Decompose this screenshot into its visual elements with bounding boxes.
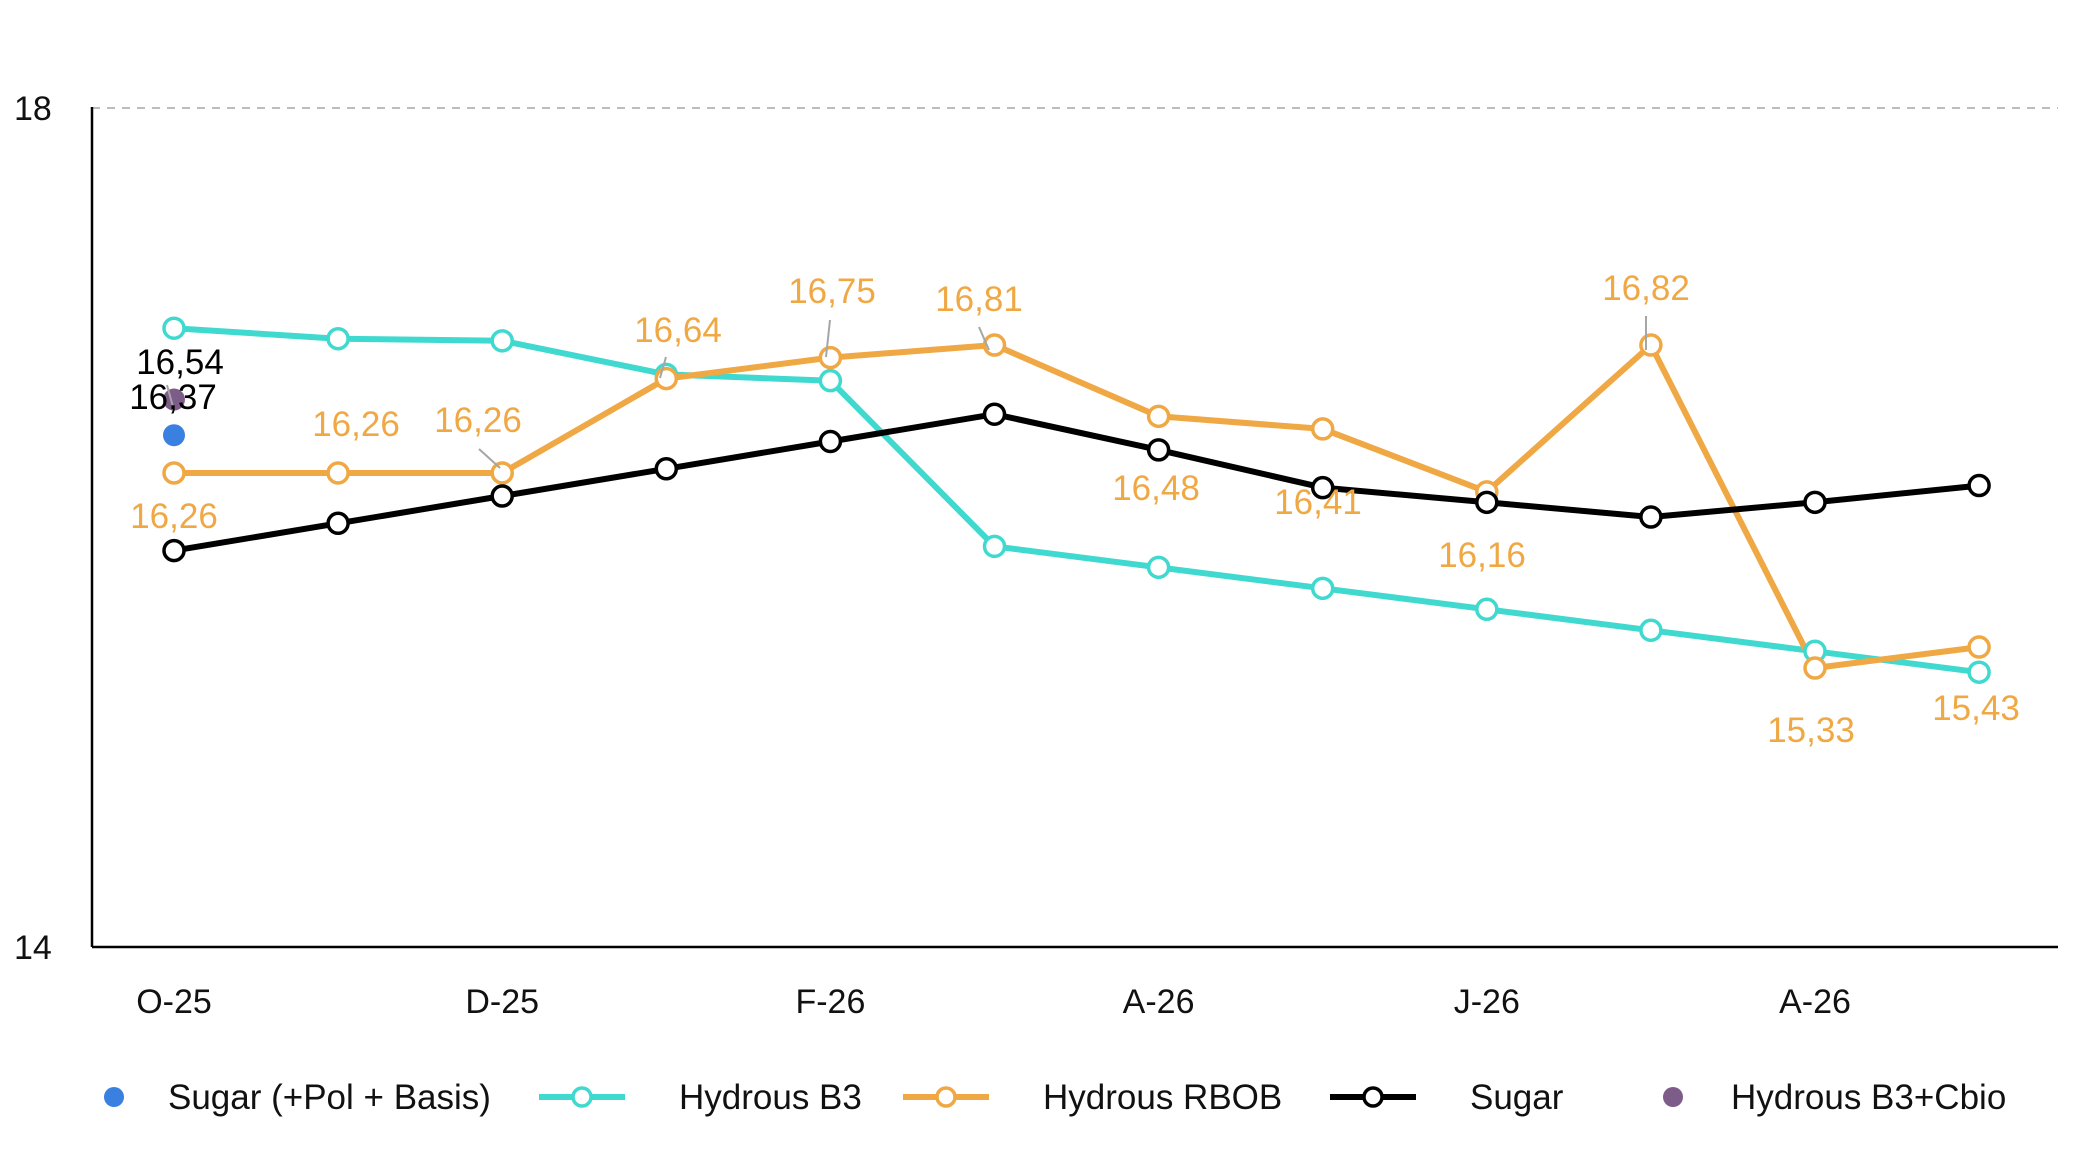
label-leader-1 bbox=[478, 448, 501, 469]
label-leader-2 bbox=[659, 356, 667, 379]
point-hydrous-rbob-3 bbox=[654, 366, 679, 391]
data-label-hydrous-rbob-0-2: 16,26 bbox=[130, 497, 218, 536]
label-leader-4 bbox=[978, 326, 990, 351]
point-hydrous-b3-5 bbox=[982, 534, 1007, 559]
point-hydrous-rbob-6 bbox=[1146, 404, 1171, 429]
point-hydrous-rbob-9 bbox=[1639, 333, 1663, 357]
data-label-hydrous-b3-cbio-0-0: 16,54 bbox=[136, 343, 224, 382]
point-hydrous-rbob-5 bbox=[982, 333, 1007, 357]
y-tick-label-14: 14 bbox=[14, 929, 52, 967]
point-sugar-4 bbox=[818, 429, 843, 454]
data-label-hydrous-rbob-6-8: 16,48 bbox=[1112, 469, 1200, 508]
series-line-sugar bbox=[171, 411, 1983, 554]
y-tick-label-18: 18 bbox=[14, 90, 52, 128]
point-hydrous-b3-1 bbox=[326, 326, 350, 351]
label-leader-3 bbox=[825, 319, 831, 358]
point-sugar-pol-basis bbox=[163, 424, 185, 447]
legend-item-hydrous-b3-cbio: Hydrous B3+Cbio bbox=[1663, 1078, 2006, 1117]
series-line-hydrous-b3 bbox=[171, 325, 1983, 676]
x-tick-label-f-26-2: F-26 bbox=[795, 983, 865, 1021]
point-sugar-2 bbox=[490, 484, 514, 508]
data-label-hydrous-rbob-11-13: 15,43 bbox=[1932, 689, 2020, 728]
legend-marker-sugar-pol-basis bbox=[104, 1087, 124, 1107]
legend-item-sugar-pol-basis: Sugar (+Pol + Basis) bbox=[104, 1078, 491, 1117]
data-label-hydrous-rbob-10-12: 15,33 bbox=[1767, 711, 1855, 750]
point-hydrous-b3-6 bbox=[1146, 555, 1171, 580]
series-lines bbox=[171, 325, 1983, 676]
x-tick-label-d-25-1: D-25 bbox=[465, 983, 539, 1021]
point-hydrous-rbob-1 bbox=[326, 461, 350, 485]
point-hydrous-rbob-7 bbox=[1310, 417, 1335, 441]
x-tick-label-o-25-0: O-25 bbox=[136, 983, 212, 1021]
axes: 14 18 O-25 D-25 F-26 A-26 J-26 A-26 bbox=[14, 90, 2058, 1021]
data-label-hydrous-b3-cbio-0-1: 16,37 bbox=[129, 378, 217, 417]
legend-label-sugar-pol-basis: Sugar (+Pol + Basis) bbox=[168, 1078, 491, 1117]
data-label-hydrous-rbob-8-10: 16,16 bbox=[1438, 536, 1526, 575]
legend-marker-hydrous-b3-cbio bbox=[1663, 1087, 1683, 1107]
point-hydrous-b3-11 bbox=[1967, 660, 1991, 684]
point-sugar-6 bbox=[1146, 438, 1171, 462]
point-sugar-7 bbox=[1310, 475, 1335, 500]
point-hydrous-b3-7 bbox=[1310, 576, 1335, 601]
point-hydrous-b3-2 bbox=[490, 329, 514, 353]
data-label-hydrous-rbob-3-5: 16,64 bbox=[634, 311, 722, 350]
legend-marker-hydrous-b3 bbox=[571, 1086, 593, 1108]
point-hydrous-b3-0 bbox=[162, 316, 186, 340]
legend-label-hydrous-b3-cbio: Hydrous B3+Cbio bbox=[1731, 1078, 2006, 1117]
data-label-hydrous-rbob-1-3: 16,26 bbox=[312, 405, 400, 444]
point-sugar-3 bbox=[654, 457, 679, 481]
label-leader-0 bbox=[166, 384, 174, 408]
point-hydrous-rbob-11 bbox=[1967, 635, 1991, 659]
data-label-hydrous-rbob-4-6: 16,75 bbox=[788, 272, 876, 311]
point-hydrous-rbob-2 bbox=[490, 461, 514, 485]
point-sugar-0 bbox=[162, 538, 186, 563]
legend: Sugar (+Pol + Basis) Hydrous B3 Hydrous RB… bbox=[104, 1078, 2006, 1117]
legend-marker-hydrous-rbob bbox=[935, 1086, 957, 1108]
series-markers bbox=[162, 316, 1991, 684]
point-sugar-5 bbox=[982, 402, 1007, 426]
data-label-hydrous-rbob-9-11: 16,82 bbox=[1602, 269, 1690, 308]
series-line-hydrous-rbob bbox=[171, 342, 1983, 671]
point-sugar-10 bbox=[1803, 490, 1827, 515]
legend-item-hydrous-b3: Hydrous B3 bbox=[539, 1078, 862, 1117]
data-label-hydrous-rbob-2-4: 16,26 bbox=[434, 401, 522, 440]
legend-marker-sugar bbox=[1362, 1086, 1384, 1108]
point-sugar-1 bbox=[326, 511, 350, 536]
point-hydrous-b3-4 bbox=[818, 368, 843, 393]
point-sugar-11 bbox=[1967, 473, 1991, 498]
legend-item-hydrous-rbob: Hydrous RBOB bbox=[903, 1078, 1282, 1117]
point-hydrous-b3-9 bbox=[1639, 618, 1663, 643]
data-label-hydrous-rbob-5-7: 16,81 bbox=[935, 280, 1023, 319]
point-hydrous-rbob-0 bbox=[162, 461, 186, 485]
x-tick-label-a-26-3: A-26 bbox=[1123, 983, 1195, 1021]
data-label-hydrous-rbob-7-9: 16,41 bbox=[1274, 483, 1362, 522]
point-sugar-9 bbox=[1639, 505, 1663, 529]
x-tick-label-j-26-4: J-26 bbox=[1454, 983, 1520, 1021]
legend-label-hydrous-rbob: Hydrous RBOB bbox=[1043, 1078, 1282, 1117]
legend-label-hydrous-b3: Hydrous B3 bbox=[679, 1078, 862, 1117]
point-sugar-8 bbox=[1475, 490, 1499, 515]
point-hydrous-rbob-10 bbox=[1803, 656, 1827, 680]
legend-item-sugar: Sugar bbox=[1330, 1078, 1564, 1117]
legend-label-sugar: Sugar bbox=[1470, 1078, 1564, 1117]
point-hydrous-b3-8 bbox=[1475, 597, 1499, 622]
point-hydrous-rbob-4 bbox=[818, 345, 843, 370]
x-tick-label-a-26-5: A-26 bbox=[1779, 983, 1851, 1021]
